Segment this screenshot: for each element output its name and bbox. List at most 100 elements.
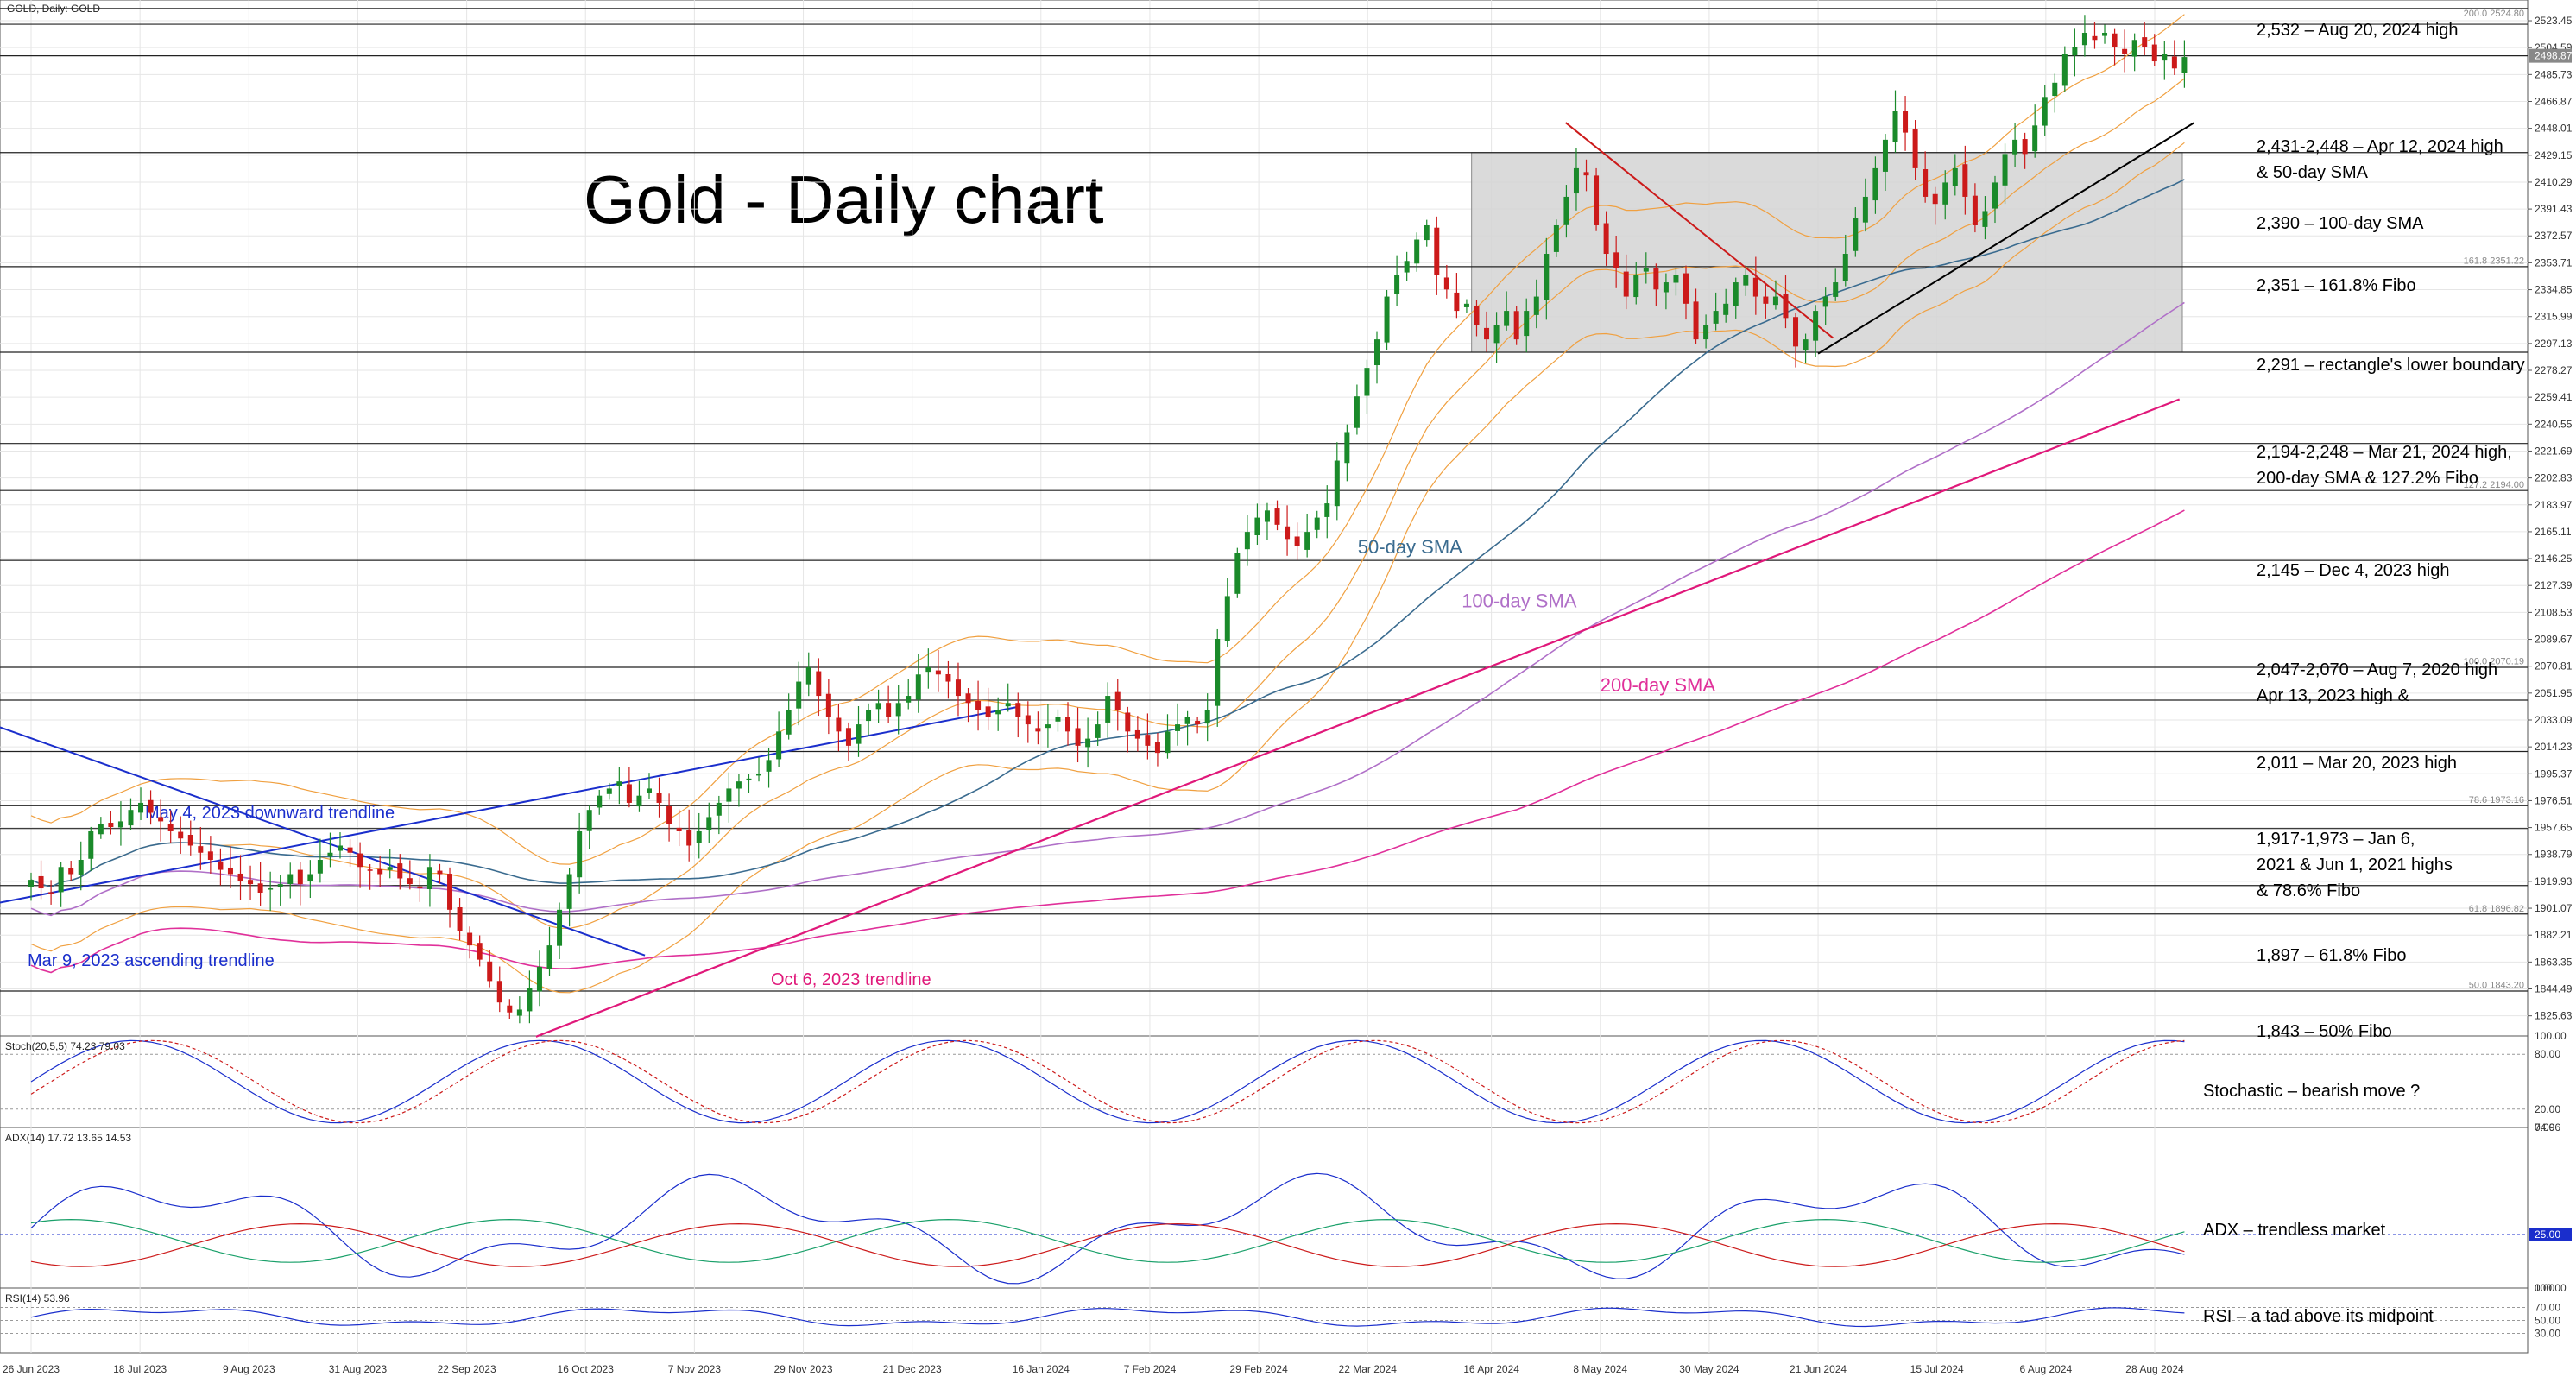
candle-up bbox=[1394, 275, 1400, 294]
candle-up bbox=[1822, 296, 1828, 307]
candle-up bbox=[557, 909, 563, 946]
sma-100-line bbox=[30, 301, 2185, 917]
candle-up bbox=[1853, 218, 1859, 251]
price-tick-label: 2051.95 bbox=[2535, 687, 2573, 699]
candle-up bbox=[1463, 303, 1469, 307]
candle-up bbox=[128, 810, 134, 826]
candle-up bbox=[636, 795, 642, 807]
candle-down bbox=[965, 693, 971, 704]
candle-down bbox=[248, 880, 254, 885]
fibo-tag: 50.0 1843.20 bbox=[2469, 981, 2524, 991]
candle-down bbox=[207, 851, 213, 861]
fibo-tag: 78.6 1973.16 bbox=[2469, 795, 2524, 805]
candle-up bbox=[1165, 731, 1171, 754]
candle-up bbox=[1533, 296, 1539, 315]
candle-up bbox=[1404, 261, 1410, 273]
candle-up bbox=[277, 884, 283, 887]
annotation-text: 1,843 – 50% Fibo bbox=[2257, 1022, 2392, 1041]
stoch-annotation: Stochastic – bearish move ? bbox=[2203, 1082, 2420, 1101]
candle-up bbox=[337, 845, 343, 851]
candle-up bbox=[616, 781, 622, 786]
candle-down bbox=[2142, 37, 2148, 47]
annotation-text: 2,011 – Mar 20, 2023 high bbox=[2257, 754, 2457, 773]
candle-up bbox=[138, 802, 144, 813]
candle-up bbox=[1095, 724, 1101, 738]
candle-down bbox=[1065, 717, 1071, 732]
annotation-text: 1,897 – 61.8% Fibo bbox=[2257, 946, 2406, 965]
candle-down bbox=[68, 868, 74, 875]
candle-down bbox=[1763, 296, 1769, 304]
candle-up bbox=[716, 802, 722, 816]
candle-down bbox=[686, 830, 692, 846]
candle-up bbox=[726, 788, 732, 802]
candle-down bbox=[1653, 268, 1659, 290]
candle-down bbox=[935, 670, 941, 675]
candle-up bbox=[2012, 139, 2018, 155]
candle-down bbox=[38, 875, 44, 889]
date-tick-label: 7 Nov 2023 bbox=[668, 1363, 722, 1375]
candle-up bbox=[1334, 460, 1340, 507]
candle-down bbox=[48, 892, 54, 894]
overlay-label: 100-day SMA bbox=[1462, 590, 1577, 612]
date-tick-label: 21 Dec 2023 bbox=[883, 1363, 942, 1375]
candle-up bbox=[387, 867, 393, 870]
candle-down bbox=[167, 824, 174, 831]
price-tick-label: 2183.97 bbox=[2535, 499, 2573, 511]
candle-up bbox=[1833, 282, 1839, 297]
candle-up bbox=[1215, 638, 1221, 706]
candle-up bbox=[875, 703, 881, 710]
annotation-text: 2,291 – rectangle's lower boundary bbox=[2257, 356, 2525, 375]
candle-up bbox=[1952, 167, 1958, 186]
trendline-label: Mar 9, 2023 ascending trendline bbox=[28, 951, 275, 970]
price-tick-label: 1863.35 bbox=[2535, 956, 2573, 968]
overlay-label: 200-day SMA bbox=[1601, 674, 1716, 696]
candle-up bbox=[786, 710, 792, 735]
fibo-tag: 100.0 2070.19 bbox=[2464, 657, 2524, 667]
date-tick-label: 6 Aug 2024 bbox=[2019, 1363, 2072, 1375]
annotation-text: 2,047-2,070 – Aug 7, 2020 high bbox=[2257, 660, 2497, 679]
candle-up bbox=[1414, 239, 1420, 264]
candle-down bbox=[347, 847, 353, 853]
candle-up bbox=[2162, 54, 2168, 61]
candle-down bbox=[1693, 301, 1699, 340]
candle-up bbox=[577, 830, 583, 878]
candle-down bbox=[1594, 175, 1600, 225]
candle-up bbox=[1842, 254, 1848, 281]
candle-up bbox=[317, 860, 323, 874]
candle-up bbox=[1942, 182, 1948, 205]
candle-down bbox=[1474, 306, 1480, 325]
candle-up bbox=[696, 830, 702, 843]
rsi-line bbox=[30, 1307, 2185, 1328]
fibo-tag: 161.8 2351.22 bbox=[2464, 256, 2524, 267]
date-tick-label: 16 Apr 2024 bbox=[1463, 1363, 1519, 1375]
candle-up bbox=[1304, 532, 1310, 550]
price-tick-label: 2259.41 bbox=[2535, 391, 2573, 403]
candle-up bbox=[1992, 182, 1998, 209]
date-tick-label: 31 Aug 2023 bbox=[329, 1363, 388, 1375]
candle-up bbox=[546, 945, 552, 969]
candle-up bbox=[1254, 517, 1260, 536]
date-tick-label: 28 Aug 2024 bbox=[2125, 1363, 2184, 1375]
candle-up bbox=[597, 795, 603, 808]
annotation-text: 1,917-1,973 – Jan 6, bbox=[2257, 830, 2415, 849]
date-tick-label: 30 May 2024 bbox=[1679, 1363, 1739, 1375]
price-tick-label: 2278.27 bbox=[2535, 364, 2573, 376]
candle-down bbox=[417, 886, 423, 889]
candle-down bbox=[187, 835, 193, 846]
price-tick-label: 2523.45 bbox=[2535, 15, 2573, 27]
candle-down bbox=[1923, 169, 1929, 197]
candle-down bbox=[1912, 129, 1918, 168]
date-tick-label: 29 Nov 2023 bbox=[774, 1363, 833, 1375]
candle-down bbox=[407, 878, 413, 885]
price-tick-label: 2334.85 bbox=[2535, 284, 2573, 296]
price-tick-label: 2485.73 bbox=[2535, 68, 2573, 80]
date-tick-label: 15 Jul 2024 bbox=[1910, 1363, 1964, 1375]
candle-up bbox=[646, 788, 652, 793]
candle-down bbox=[437, 870, 443, 875]
fibo-tag: 61.8 1896.82 bbox=[2469, 904, 2524, 914]
adx-highlight-label: 25.00 bbox=[2535, 1228, 2560, 1241]
candle-down bbox=[945, 673, 951, 682]
candle-up bbox=[1663, 282, 1669, 293]
price-tick-label: 2165.11 bbox=[2535, 526, 2572, 538]
candle-up bbox=[1713, 311, 1719, 324]
